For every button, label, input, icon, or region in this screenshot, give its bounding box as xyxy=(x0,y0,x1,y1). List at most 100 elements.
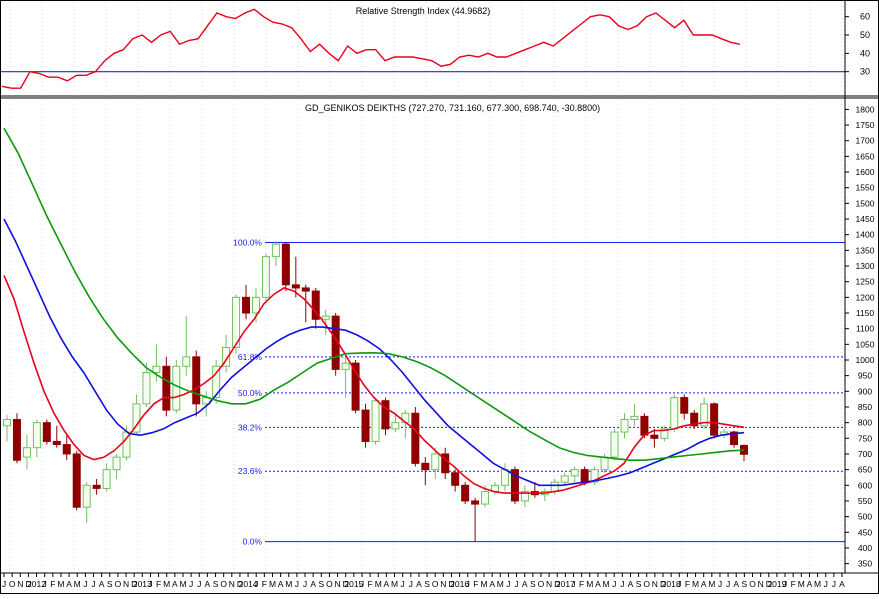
time-tick-label: M xyxy=(603,579,610,589)
candle xyxy=(112,453,121,480)
time-tick-label: A xyxy=(489,579,495,589)
candle xyxy=(261,253,270,304)
time-tick-label: M xyxy=(74,579,81,589)
candle-body xyxy=(102,469,111,489)
candle xyxy=(82,482,91,523)
ma-fast-line xyxy=(3,275,745,494)
candle xyxy=(3,414,11,442)
candle xyxy=(222,334,231,373)
candle-body xyxy=(232,296,241,348)
candle-body xyxy=(630,415,639,421)
price-tick-label: 350 xyxy=(858,559,872,569)
time-tick-label: A xyxy=(278,579,284,589)
time-tick-label: F xyxy=(473,579,478,589)
candle xyxy=(242,284,251,320)
time-tick-label: J xyxy=(148,579,152,589)
time-tick-label: M xyxy=(285,579,292,589)
fib-label: 0.0% xyxy=(243,537,263,547)
candle xyxy=(680,394,689,420)
candle xyxy=(182,316,191,376)
time-tick-label: A xyxy=(595,579,601,589)
time-tick-label: N xyxy=(546,579,552,589)
candle xyxy=(142,363,151,407)
candle xyxy=(690,410,699,429)
time-tick-label: J xyxy=(783,579,787,589)
candle xyxy=(271,240,280,267)
candle-body xyxy=(341,362,350,370)
candle-body xyxy=(271,243,280,258)
time-tick-label: J xyxy=(506,579,510,589)
time-tick-label: M xyxy=(269,579,276,589)
time-tick-label: F xyxy=(791,579,796,589)
price-tick-label: 1200 xyxy=(856,292,875,302)
candle xyxy=(12,413,21,464)
price-tick-label: 1800 xyxy=(856,104,875,114)
price-tick-label: 1300 xyxy=(856,261,875,271)
candle-body xyxy=(142,372,151,405)
candle xyxy=(152,344,161,382)
candle-body xyxy=(510,469,519,502)
candle xyxy=(431,447,440,480)
time-tick-label: A xyxy=(628,579,634,589)
candle-body xyxy=(590,469,599,483)
time-tick-label: 2015 xyxy=(344,579,363,589)
candle-body xyxy=(650,434,659,439)
price-tick-label: 800 xyxy=(858,418,872,428)
fib-label: 50.0% xyxy=(238,388,263,398)
time-tick-label: O xyxy=(220,579,227,589)
candle-body xyxy=(62,444,71,455)
candle-body xyxy=(212,365,221,399)
candle-body xyxy=(381,400,390,430)
time-tick-label: O xyxy=(538,579,545,589)
time-tick-label: M xyxy=(497,579,504,589)
candle xyxy=(321,309,330,335)
time-tick-label: F xyxy=(368,579,373,589)
rsi-panel: Relative Strength Index (44.9682) 30 40 50… xyxy=(0,2,870,94)
price-tick-label: 1750 xyxy=(856,120,875,130)
price-title: GD_GENIKOS DEIKTHS (727.270, 731.160, 67… xyxy=(305,103,600,113)
candle-body xyxy=(730,431,739,446)
candle-body xyxy=(242,296,251,314)
candle xyxy=(132,394,141,436)
candle xyxy=(341,356,350,398)
candle-body xyxy=(670,397,679,430)
candle-body xyxy=(640,415,649,436)
time-tick-label: J xyxy=(254,579,258,589)
time-tick-label: S xyxy=(424,579,430,589)
rsi-tick-label: 30 xyxy=(860,67,870,77)
rsi-tick-label: 50 xyxy=(860,30,870,40)
ma-slow-line xyxy=(3,127,745,462)
time-tick-label: A xyxy=(384,579,390,589)
time-tick-label: D xyxy=(660,579,666,589)
time-tick-label: J xyxy=(612,579,616,589)
price-tick-label: 1250 xyxy=(856,277,875,287)
candle-body xyxy=(500,469,509,486)
time-tick-label: 2019 xyxy=(767,579,786,589)
candle xyxy=(331,313,340,376)
time-tick-label: A xyxy=(701,579,707,589)
candle xyxy=(560,472,569,486)
candle-body xyxy=(471,500,480,505)
time-tick-label: J xyxy=(832,579,836,589)
time-tick-label: N xyxy=(652,579,658,589)
time-tick-label: J xyxy=(303,579,307,589)
candle xyxy=(620,413,629,439)
price-tick-label: 500 xyxy=(858,512,872,522)
candle xyxy=(590,466,599,486)
candle-body xyxy=(570,469,579,477)
time-tick-label: 2016 xyxy=(450,579,469,589)
candle xyxy=(720,428,729,439)
time-tick-label: F xyxy=(579,579,584,589)
candle xyxy=(630,403,639,426)
time-tick-label: M xyxy=(179,579,186,589)
candle-body xyxy=(411,412,420,464)
candle-body xyxy=(112,456,121,471)
candle xyxy=(212,359,221,404)
candle xyxy=(52,425,61,448)
time-tick-label: J xyxy=(401,579,405,589)
candle xyxy=(670,394,679,433)
price-tick-label: 700 xyxy=(858,449,872,459)
time-tick-label: 2014 xyxy=(239,579,258,589)
